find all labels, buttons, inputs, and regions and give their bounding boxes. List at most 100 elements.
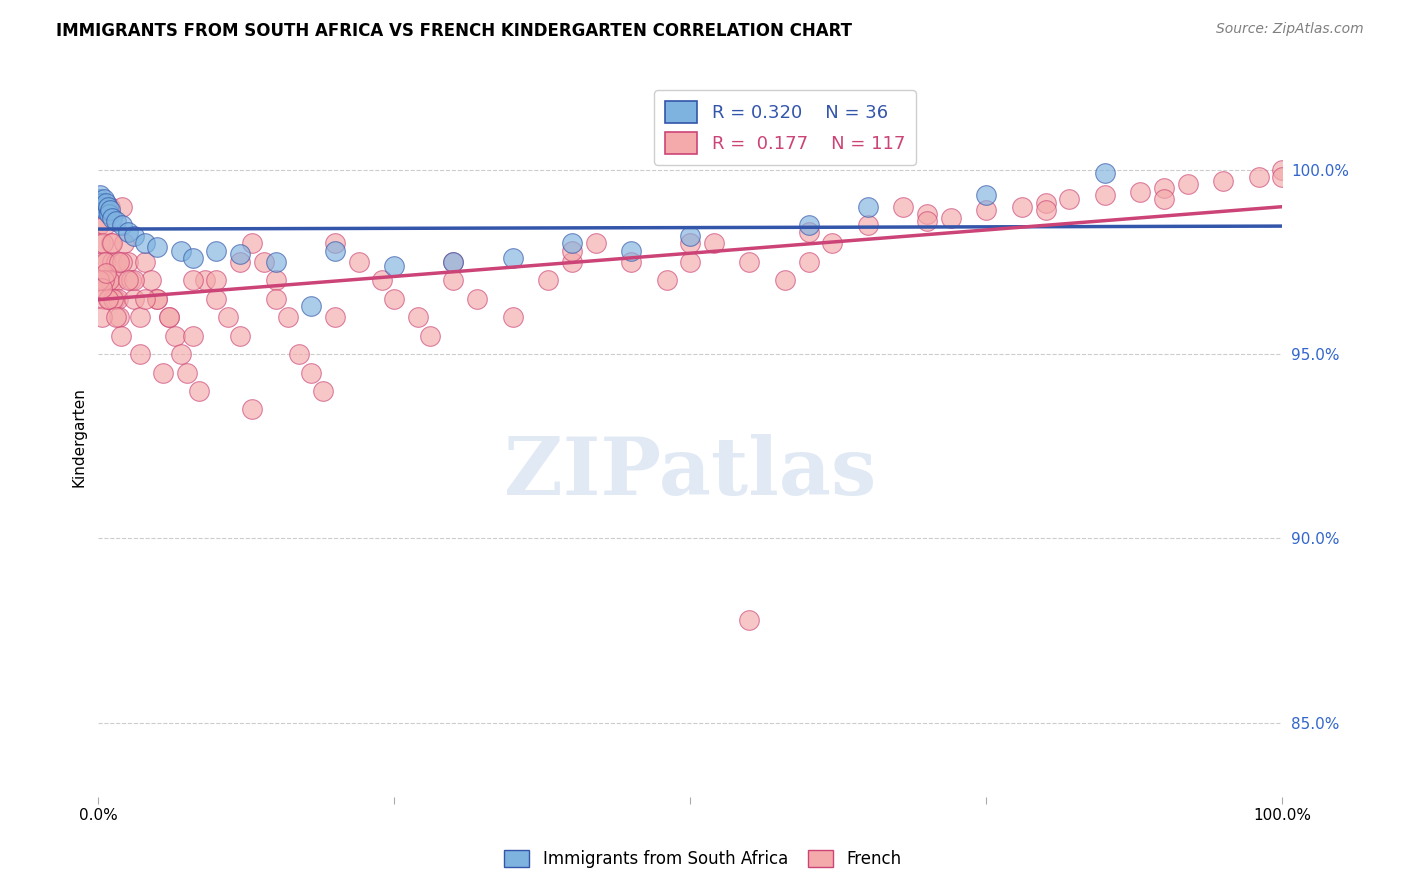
- Point: [89, 273, 111, 287]
- Point: [90, 255, 112, 269]
- Point: [111, 218, 134, 232]
- Point: [176, 366, 198, 380]
- Point: [620, 255, 643, 269]
- Point: [100, 236, 122, 251]
- Point: [96, 200, 118, 214]
- Point: [229, 255, 252, 269]
- Point: [299, 299, 322, 313]
- Point: [146, 292, 169, 306]
- Point: [856, 218, 879, 232]
- Point: [371, 273, 394, 287]
- Point: [89, 188, 111, 202]
- Point: [117, 273, 139, 287]
- Point: [1129, 185, 1152, 199]
- Point: [465, 292, 488, 306]
- Point: [98, 200, 121, 214]
- Point: [1035, 203, 1057, 218]
- Point: [122, 292, 145, 306]
- Point: [97, 273, 120, 287]
- Point: [104, 255, 127, 269]
- Point: [89, 273, 111, 287]
- Point: [181, 328, 204, 343]
- Point: [1094, 188, 1116, 202]
- Point: [194, 273, 217, 287]
- Point: [939, 211, 962, 225]
- Point: [323, 310, 346, 325]
- Point: [915, 214, 938, 228]
- Point: [738, 255, 761, 269]
- Point: [108, 255, 131, 269]
- Point: [264, 255, 287, 269]
- Point: [94, 218, 117, 232]
- Point: [976, 203, 998, 218]
- Point: [170, 244, 193, 258]
- Point: [797, 225, 820, 239]
- Point: [146, 292, 169, 306]
- Point: [122, 273, 145, 287]
- Point: [146, 240, 169, 254]
- Point: [187, 384, 209, 398]
- Point: [1271, 162, 1294, 177]
- Point: [797, 255, 820, 269]
- Point: [94, 255, 117, 269]
- Point: [561, 236, 583, 251]
- Point: [323, 244, 346, 258]
- Point: [561, 244, 583, 258]
- Point: [134, 255, 156, 269]
- Point: [112, 236, 135, 251]
- Point: [441, 255, 464, 269]
- Point: [134, 236, 156, 251]
- Point: [128, 310, 150, 325]
- Point: [419, 328, 441, 343]
- Point: [181, 251, 204, 265]
- Point: [703, 236, 725, 251]
- Point: [108, 310, 131, 325]
- Point: [406, 310, 429, 325]
- Point: [382, 259, 405, 273]
- Point: [170, 347, 193, 361]
- Point: [89, 200, 111, 214]
- Point: [299, 366, 322, 380]
- Point: [117, 225, 139, 239]
- Point: [110, 328, 132, 343]
- Y-axis label: Kindergarten: Kindergarten: [72, 387, 86, 487]
- Point: [1059, 192, 1081, 206]
- Point: [253, 255, 276, 269]
- Point: [797, 218, 820, 232]
- Point: [323, 236, 346, 251]
- Point: [893, 200, 915, 214]
- Point: [240, 402, 263, 417]
- Point: [104, 214, 127, 228]
- Point: [97, 207, 120, 221]
- Point: [96, 292, 118, 306]
- Point: [163, 328, 186, 343]
- Point: [1094, 166, 1116, 180]
- Point: [90, 195, 112, 210]
- Point: [89, 195, 111, 210]
- Point: [96, 195, 118, 210]
- Point: [93, 192, 115, 206]
- Point: [229, 328, 252, 343]
- Point: [120, 273, 142, 287]
- Point: [1011, 200, 1033, 214]
- Point: [128, 347, 150, 361]
- Point: [97, 292, 120, 306]
- Point: [1153, 192, 1175, 206]
- Point: [205, 292, 228, 306]
- Point: [101, 255, 124, 269]
- Point: [93, 273, 115, 287]
- Point: [382, 292, 405, 306]
- Point: [90, 281, 112, 295]
- Text: Source: ZipAtlas.com: Source: ZipAtlas.com: [1216, 22, 1364, 37]
- Point: [821, 236, 844, 251]
- Point: [205, 273, 228, 287]
- Point: [502, 310, 524, 325]
- Point: [561, 255, 583, 269]
- Point: [141, 273, 163, 287]
- Point: [773, 273, 796, 287]
- Point: [264, 292, 287, 306]
- Text: IMMIGRANTS FROM SOUTH AFRICA VS FRENCH KINDERGARTEN CORRELATION CHART: IMMIGRANTS FROM SOUTH AFRICA VS FRENCH K…: [56, 22, 852, 40]
- Point: [738, 613, 761, 627]
- Point: [1035, 195, 1057, 210]
- Point: [94, 203, 117, 218]
